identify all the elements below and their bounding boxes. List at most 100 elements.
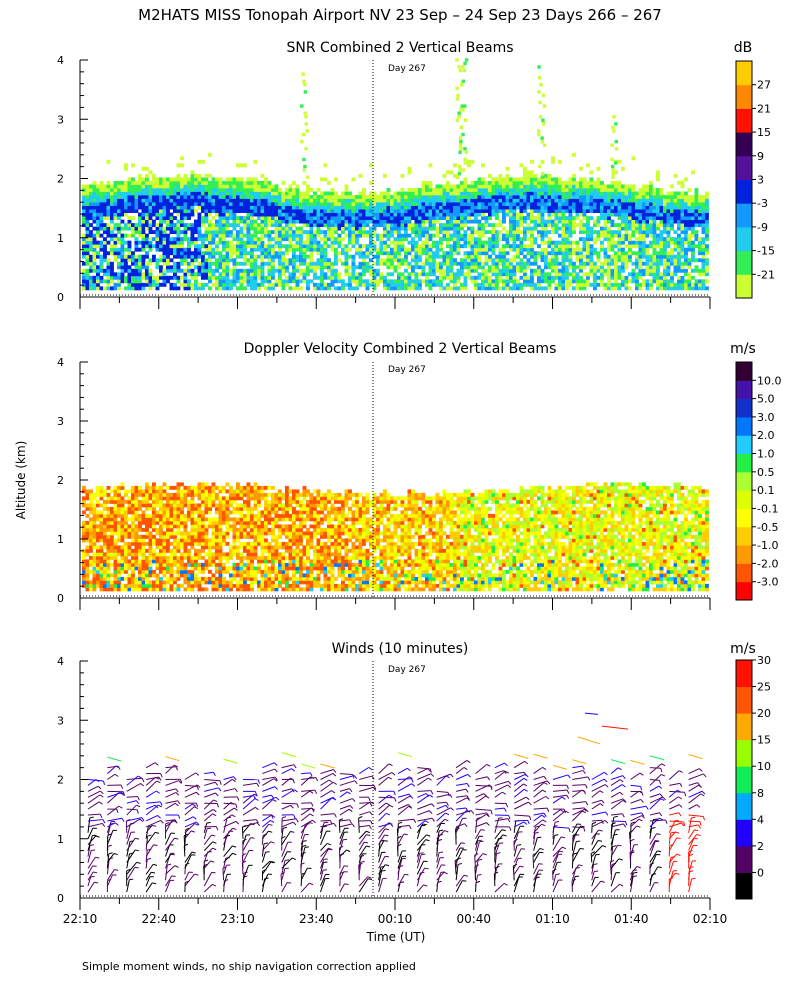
colorbar-swatch <box>736 819 752 847</box>
colorbar-frame <box>735 361 753 601</box>
colorbar-swatch <box>736 766 752 794</box>
colorbar-label: -9 <box>757 221 768 234</box>
colorbar-swatch <box>736 545 752 564</box>
colorbar-swatch <box>736 203 752 228</box>
colorbar-label: 27 <box>757 79 771 92</box>
panel-3-data <box>87 712 707 893</box>
colorbar-swatch <box>736 132 752 157</box>
units-label: m/s <box>730 641 756 657</box>
x-tick-label: 00:10 <box>378 912 413 926</box>
units-label: m/s <box>730 341 756 357</box>
panel-3: 0 1 2 3 4 22:10 22:40 23:10 23:40 00:10 00:40 01:10… <box>57 641 771 926</box>
x-axis-label: Time (UT) <box>366 930 426 944</box>
y-tick-label: 1 <box>57 232 64 245</box>
y-tick-label: 4 <box>57 655 64 668</box>
colorbar-label: -1.0 <box>757 539 778 552</box>
y-axis-label: Altitude (km) <box>14 441 28 520</box>
colorbar-label: 3.0 <box>757 411 775 424</box>
colorbar-label: -0.1 <box>757 502 778 515</box>
colorbar-swatch <box>736 250 752 275</box>
colorbar-swatch <box>736 398 752 418</box>
colorbar-label: 30 <box>757 654 771 667</box>
colorbar-swatch <box>736 792 752 820</box>
y-tick-label: 0 <box>57 592 64 605</box>
x-tick-label: 00:40 <box>456 912 491 926</box>
x-tick-label: 23:40 <box>299 912 334 926</box>
colorbar-label: -15 <box>757 245 775 258</box>
colorbar-label: 10.0 <box>757 374 782 387</box>
panel-2-data <box>82 482 709 592</box>
y-tick-label: 0 <box>57 291 64 304</box>
y-tick-label: 0 <box>57 892 64 905</box>
colorbar: -21 -15 -9 -3 3 9 15 21 27 <box>735 60 775 299</box>
y-tick-label: 4 <box>57 356 64 369</box>
colorbar-label: 4 <box>757 813 764 826</box>
colorbar-swatch <box>736 416 752 436</box>
colorbar-label: 10 <box>757 760 771 773</box>
colorbar-label: 2 <box>757 840 764 853</box>
y-tick-label: 2 <box>57 774 64 787</box>
y-tick-label: 1 <box>57 833 64 846</box>
colorbar-label: 1.0 <box>757 448 775 461</box>
y-tick-label: 2 <box>57 173 64 186</box>
colorbar-swatch <box>736 179 752 204</box>
colorbar-swatch <box>736 108 752 133</box>
colorbar-label: -3 <box>757 197 768 210</box>
x-tick-label: 01:40 <box>614 912 649 926</box>
colorbar-label: 9 <box>757 150 764 163</box>
units-label: dB <box>734 40 753 56</box>
y-tick-label: 2 <box>57 474 64 487</box>
colorbar-swatch <box>736 526 752 546</box>
colorbar-swatch <box>736 226 752 252</box>
colorbar-label: 20 <box>757 707 771 720</box>
colorbar-swatch <box>736 713 752 741</box>
colorbar-swatch <box>736 686 752 714</box>
day-marker-label: Day 267 <box>388 665 426 675</box>
colorbar-swatch <box>736 660 752 688</box>
colorbar-swatch <box>736 435 752 455</box>
colorbar-swatch <box>736 155 752 180</box>
y-tick-label: 3 <box>57 714 64 727</box>
y-tick-label: 3 <box>57 415 64 428</box>
colorbar-label: 0.5 <box>757 466 775 479</box>
colorbar-swatch <box>736 362 752 381</box>
panel-1: 0 1 2 3 4 Day 267 SNR Combined 2 Vertical Beam… <box>57 40 775 309</box>
colorbar-swatch <box>736 739 752 767</box>
colorbar-label: 0 <box>757 866 764 879</box>
colorbar-label: 2.0 <box>757 429 775 442</box>
colorbar-label: 21 <box>757 102 771 115</box>
day-marker-label: Day 267 <box>388 64 426 74</box>
colorbar-label: 0.1 <box>757 484 775 497</box>
colorbar-swatch <box>736 563 752 583</box>
panel-title: Winds (10 minutes) <box>332 641 469 657</box>
x-tick-label: 23:10 <box>220 912 255 926</box>
panel-title: SNR Combined 2 Vertical Beams <box>286 40 513 56</box>
y-tick-label: 1 <box>57 533 64 546</box>
colorbar-label: -21 <box>757 268 775 281</box>
colorbar-swatch <box>736 84 752 109</box>
colorbar-label: -2.0 <box>757 557 778 570</box>
colorbar-label: -3.0 <box>757 576 778 589</box>
colorbar-swatch <box>736 61 752 86</box>
x-tick-label: 22:10 <box>63 912 98 926</box>
panel-title: Doppler Velocity Combined 2 Vertical Bea… <box>244 341 557 357</box>
colorbar-swatch <box>736 872 752 900</box>
y-tick-label: 3 <box>57 113 64 126</box>
panel-2: 0 1 2 3 4 Day 267 Doppler Velocity Combined 2 … <box>57 341 782 610</box>
colorbar-swatch <box>736 453 752 473</box>
colorbar-swatch <box>736 274 752 299</box>
colorbar-label: 3 <box>757 174 764 187</box>
colorbar-swatch <box>736 845 752 873</box>
colorbar-swatch <box>736 380 752 400</box>
x-tick-label: 02:10 <box>693 912 728 926</box>
colorbar: 0 2 4 8 10 15 20 25 30 <box>735 654 771 900</box>
colorbar-label: 15 <box>757 126 771 139</box>
colorbar-swatch <box>736 581 752 601</box>
colorbar-swatch <box>736 508 752 528</box>
colorbar-label: -0.5 <box>757 521 778 534</box>
figure-title: M2HATS MISS Tonopah Airport NV 23 Sep – … <box>138 6 662 24</box>
colorbar: -3.0 -2.0 -1.0 -0.5 -0.1 0.1 0.5 1.0 2.0 3.0 5.0 10… <box>735 361 782 601</box>
colorbar-label: 15 <box>757 734 771 747</box>
x-tick-label: 01:10 <box>535 912 570 926</box>
